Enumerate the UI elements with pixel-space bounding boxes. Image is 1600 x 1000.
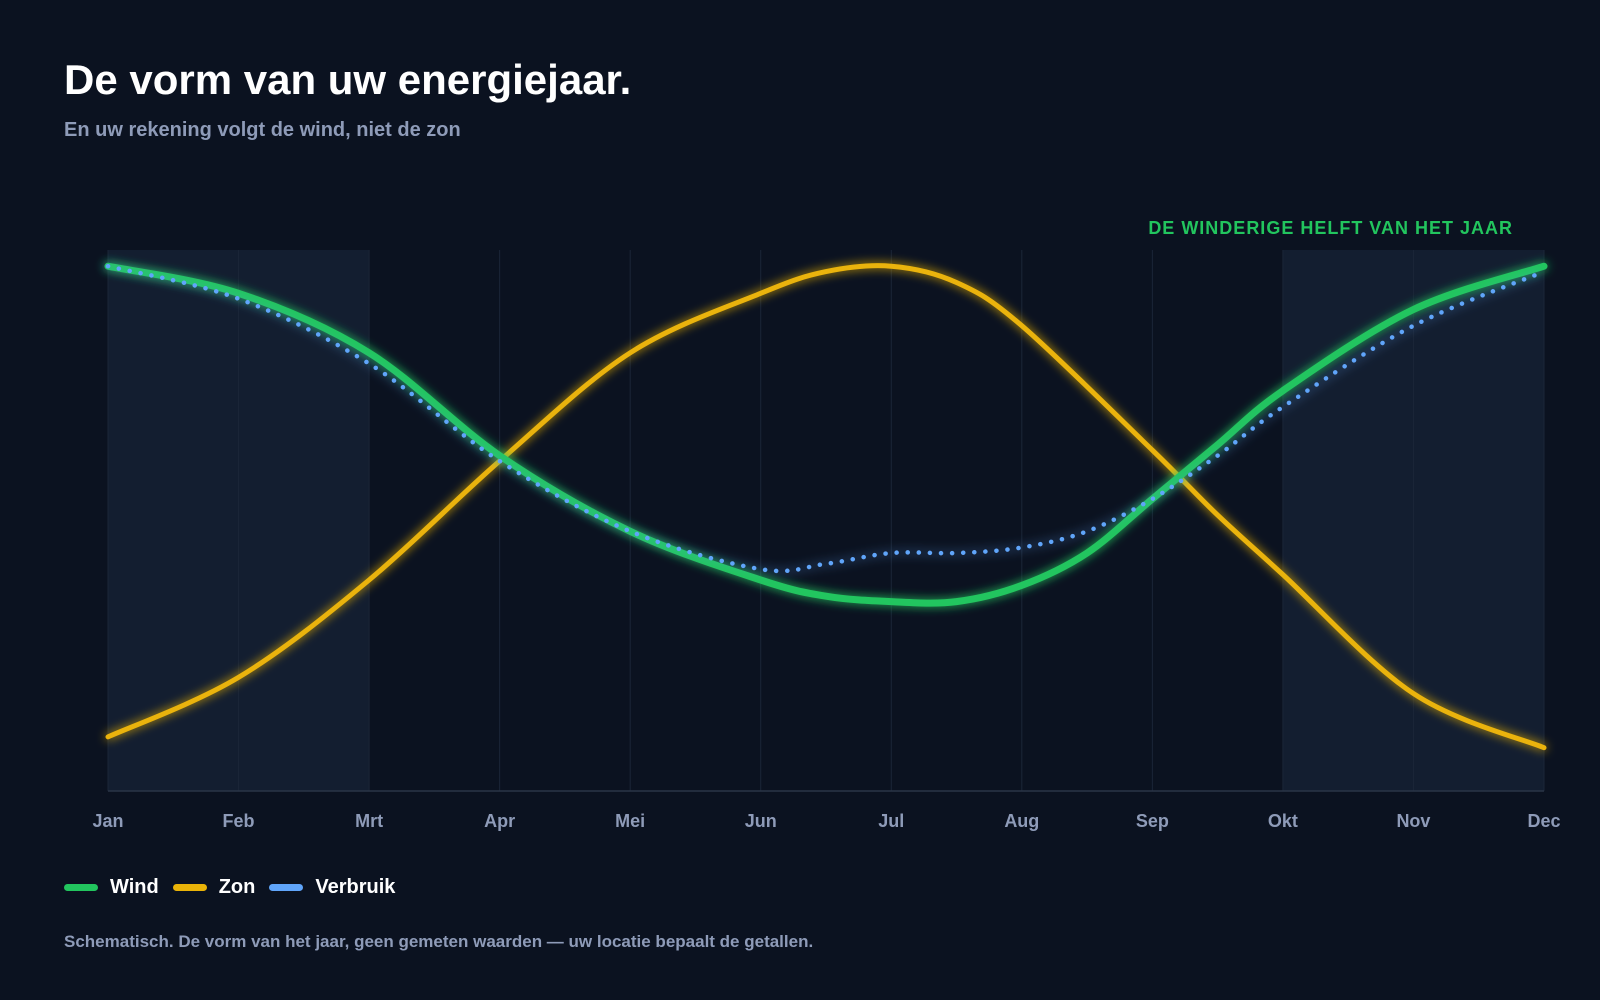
x-tick-label-sep: Sep	[1136, 811, 1169, 831]
x-tick-label-apr: Apr	[484, 811, 515, 831]
legend-swatch-zon	[172, 884, 207, 891]
x-tick-label-jun: Jun	[745, 811, 777, 831]
series-line-wind	[104, 262, 1548, 607]
x-tick-label-jan: Jan	[92, 811, 123, 831]
legend-item-wind: Wind	[64, 876, 159, 899]
legend-label-verbruik: Verbruik	[315, 876, 396, 898]
series-line-zon	[105, 263, 1547, 751]
chart-footnote: Schematisch. De vorm van het jaar, geen …	[64, 932, 814, 951]
x-tick-label-mei: Mei	[615, 811, 645, 831]
legend-item-zon: Zon	[172, 876, 256, 899]
page-title: De vorm van uw energiejaar.	[64, 56, 632, 103]
chart-legend: Wind Zon Verbruik	[64, 876, 409, 899]
legend-swatch-verbruik	[269, 884, 304, 891]
x-tick-label-feb: Feb	[223, 811, 255, 831]
x-tick-label-dec: Dec	[1527, 811, 1560, 831]
x-tick-label-jul: Jul	[878, 811, 904, 831]
x-tick-label-okt: Okt	[1268, 811, 1298, 831]
legend-label-zon: Zon	[218, 876, 256, 898]
legend-label-wind: Wind	[110, 876, 159, 898]
x-tick-label-mrt: Mrt	[355, 811, 383, 831]
x-tick-label-aug: Aug	[1004, 811, 1039, 831]
x-tick-label-nov: Nov	[1396, 811, 1430, 831]
annotation-windy-half: DE WINDERIGE HELFT VAN HET JAAR	[1148, 218, 1513, 238]
page-subtitle: En uw rekening volgt de wind, niet de zo…	[64, 119, 461, 141]
legend-item-verbruik: Verbruik	[269, 876, 395, 899]
legend-swatch-wind	[64, 884, 98, 891]
